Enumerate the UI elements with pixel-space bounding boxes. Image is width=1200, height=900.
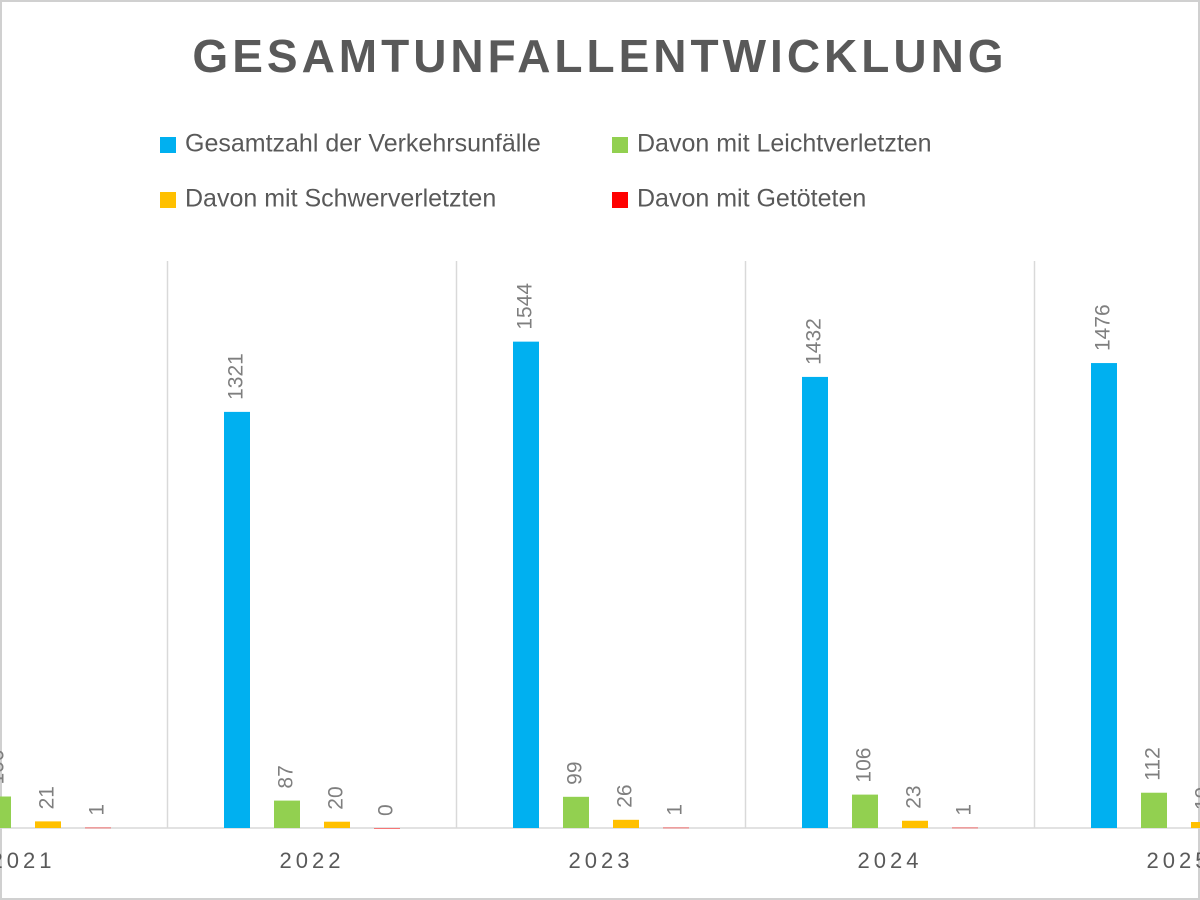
data-label: 112 bbox=[1142, 747, 1165, 780]
data-label: 20 bbox=[325, 786, 348, 809]
x-tick-label: 2024 bbox=[858, 848, 923, 873]
bar bbox=[802, 376, 828, 828]
x-tick-label: 2022 bbox=[280, 848, 345, 873]
data-label: 1 bbox=[664, 804, 687, 816]
bar bbox=[1141, 792, 1167, 828]
bar bbox=[274, 800, 300, 828]
bar bbox=[85, 827, 111, 829]
legend: Gesamtzahl der Verkehrsunfälle Davon mit … bbox=[160, 130, 932, 213]
data-label: 106 bbox=[853, 748, 876, 783]
bar bbox=[563, 796, 589, 828]
data-label: 100 bbox=[0, 749, 9, 784]
x-tick-label: 2025 bbox=[1147, 848, 1200, 873]
bar bbox=[1091, 363, 1117, 828]
data-label: 19 bbox=[1192, 787, 1200, 810]
legend-label: Davon mit Getöteten bbox=[637, 185, 866, 213]
legend-label: Davon mit Leichtverletzten bbox=[637, 130, 932, 158]
bar bbox=[35, 821, 61, 828]
bar bbox=[324, 821, 350, 828]
legend-label: Gesamtzahl der Verkehrsunfälle bbox=[185, 130, 541, 158]
bar bbox=[952, 827, 978, 829]
data-label: 1544 bbox=[514, 283, 537, 330]
x-tick-label: 2023 bbox=[569, 848, 634, 873]
data-label: 99 bbox=[564, 761, 587, 784]
bar bbox=[513, 341, 539, 828]
data-label: 1 bbox=[86, 804, 109, 816]
data-label: 23 bbox=[903, 785, 926, 808]
data-label: 0 bbox=[375, 804, 398, 816]
legend-swatch bbox=[612, 192, 628, 208]
bar bbox=[852, 794, 878, 828]
data-label: 1321 bbox=[225, 353, 248, 400]
data-label: 21 bbox=[36, 786, 59, 809]
bar bbox=[374, 828, 400, 829]
bar bbox=[902, 820, 928, 828]
bar bbox=[0, 796, 11, 828]
legend-swatch bbox=[612, 137, 628, 153]
bar bbox=[1191, 822, 1200, 828]
data-label: 1476 bbox=[1092, 304, 1115, 351]
chart-title: GESAMTUNFALLENTWICKLUNG bbox=[192, 30, 1007, 82]
legend-label: Davon mit Schwerverletzten bbox=[185, 185, 496, 213]
bar bbox=[663, 827, 689, 829]
data-label: 87 bbox=[275, 765, 298, 788]
data-label: 1432 bbox=[803, 318, 826, 365]
data-label: 26 bbox=[614, 784, 637, 807]
bar bbox=[613, 819, 639, 828]
data-label: 1 bbox=[953, 804, 976, 816]
bar bbox=[224, 411, 250, 828]
legend-swatch bbox=[160, 137, 176, 153]
legend-swatch bbox=[160, 192, 176, 208]
